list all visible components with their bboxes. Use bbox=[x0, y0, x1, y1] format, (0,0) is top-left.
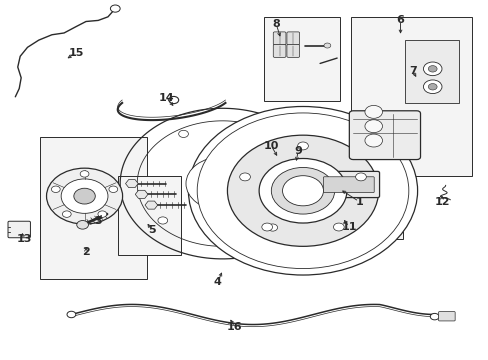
Circle shape bbox=[279, 188, 293, 198]
Text: 9: 9 bbox=[294, 146, 302, 156]
Bar bbox=[350, 17, 471, 176]
Circle shape bbox=[158, 217, 167, 224]
Circle shape bbox=[61, 179, 108, 213]
Circle shape bbox=[77, 221, 88, 229]
Text: 13: 13 bbox=[17, 234, 32, 244]
FancyBboxPatch shape bbox=[275, 173, 313, 211]
Text: 8: 8 bbox=[272, 19, 280, 29]
Text: 15: 15 bbox=[68, 48, 84, 58]
Text: 3: 3 bbox=[94, 216, 102, 226]
Circle shape bbox=[74, 188, 95, 204]
Circle shape bbox=[188, 107, 417, 275]
Text: 14: 14 bbox=[158, 93, 174, 103]
Circle shape bbox=[333, 223, 344, 231]
Bar bbox=[118, 176, 181, 255]
FancyBboxPatch shape bbox=[273, 44, 285, 57]
Text: 1: 1 bbox=[354, 197, 362, 207]
Bar bbox=[317, 176, 402, 239]
Circle shape bbox=[67, 311, 76, 318]
Circle shape bbox=[178, 130, 188, 138]
Circle shape bbox=[427, 84, 436, 90]
Text: 7: 7 bbox=[408, 66, 416, 76]
Circle shape bbox=[282, 176, 323, 206]
Circle shape bbox=[355, 173, 366, 181]
Circle shape bbox=[259, 158, 346, 223]
Text: 10: 10 bbox=[263, 141, 279, 151]
Bar bbox=[405, 40, 458, 103]
Circle shape bbox=[109, 186, 118, 193]
Circle shape bbox=[423, 80, 441, 94]
Text: 5: 5 bbox=[148, 225, 155, 235]
Circle shape bbox=[80, 171, 89, 177]
Circle shape bbox=[197, 113, 408, 269]
Text: 16: 16 bbox=[226, 322, 242, 332]
Circle shape bbox=[168, 96, 178, 104]
FancyBboxPatch shape bbox=[348, 111, 420, 159]
Circle shape bbox=[297, 142, 308, 150]
FancyBboxPatch shape bbox=[319, 171, 379, 198]
Circle shape bbox=[429, 314, 438, 320]
Circle shape bbox=[267, 224, 277, 231]
Text: 11: 11 bbox=[341, 222, 356, 231]
Text: 2: 2 bbox=[82, 247, 90, 257]
Text: 6: 6 bbox=[396, 15, 404, 26]
Circle shape bbox=[98, 211, 106, 217]
Circle shape bbox=[239, 173, 250, 181]
Circle shape bbox=[46, 168, 122, 224]
FancyBboxPatch shape bbox=[8, 221, 30, 238]
Circle shape bbox=[423, 62, 441, 76]
FancyBboxPatch shape bbox=[323, 177, 373, 193]
Bar bbox=[264, 17, 339, 101]
Bar bbox=[40, 137, 147, 279]
Circle shape bbox=[364, 134, 382, 147]
Circle shape bbox=[62, 211, 71, 217]
FancyBboxPatch shape bbox=[286, 44, 299, 57]
FancyBboxPatch shape bbox=[286, 32, 299, 45]
Text: 4: 4 bbox=[213, 277, 221, 287]
Circle shape bbox=[261, 223, 272, 231]
Circle shape bbox=[185, 157, 259, 211]
Circle shape bbox=[427, 66, 436, 72]
FancyBboxPatch shape bbox=[273, 32, 285, 45]
Circle shape bbox=[271, 167, 334, 214]
Circle shape bbox=[227, 135, 378, 246]
Circle shape bbox=[110, 5, 120, 12]
FancyBboxPatch shape bbox=[438, 312, 454, 321]
Circle shape bbox=[364, 105, 382, 118]
Text: 12: 12 bbox=[433, 197, 449, 207]
Circle shape bbox=[324, 43, 330, 48]
Circle shape bbox=[51, 186, 60, 193]
Circle shape bbox=[283, 190, 289, 195]
Circle shape bbox=[364, 120, 382, 133]
